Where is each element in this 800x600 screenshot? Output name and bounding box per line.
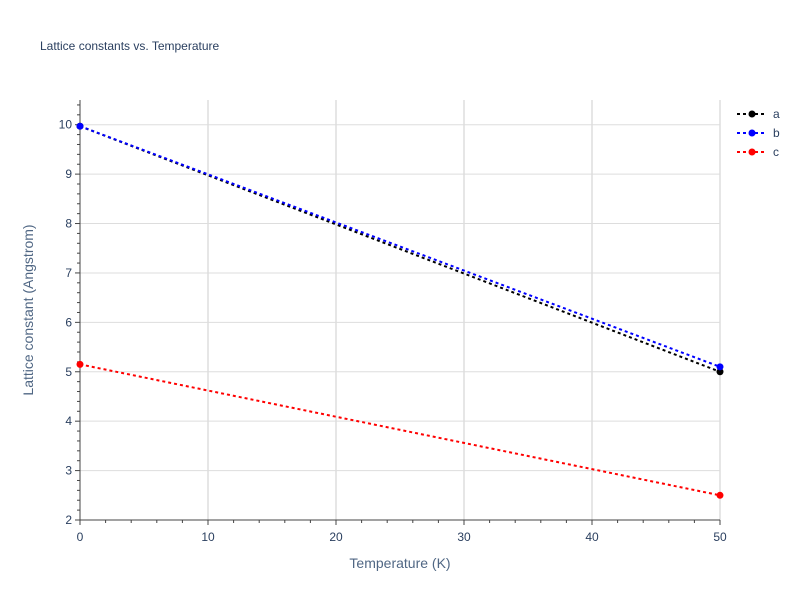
x-tick-label: 20 xyxy=(329,530,343,544)
legend-item-a[interactable]: a xyxy=(737,107,780,121)
x-tick-label: 0 xyxy=(77,530,84,544)
series-line-c xyxy=(79,363,721,497)
y-tick-label: 7 xyxy=(65,266,72,280)
data-point-c xyxy=(716,491,724,499)
data-point-b xyxy=(716,363,724,371)
x-tick-label: 40 xyxy=(585,530,599,544)
legend-item-c[interactable]: c xyxy=(737,145,779,159)
y-tick-label: 2 xyxy=(65,513,72,527)
legend-label-c: c xyxy=(773,145,779,159)
series-layer xyxy=(76,122,724,499)
y-tick-label: 10 xyxy=(59,118,73,132)
legend-marker-a xyxy=(748,110,756,118)
legend-item-b[interactable]: b xyxy=(737,126,780,140)
y-axis-title: Lattice constant (Angstrom) xyxy=(20,224,36,395)
data-point-c xyxy=(76,360,84,368)
legend-label-b: b xyxy=(773,126,780,140)
y-tick-label: 8 xyxy=(65,217,72,231)
data-point-a xyxy=(716,368,724,376)
data-point-b xyxy=(76,122,84,130)
x-tick-label: 30 xyxy=(457,530,471,544)
legend-label-a: a xyxy=(773,107,780,121)
legend[interactable]: abc xyxy=(737,107,780,159)
legend-marker-b xyxy=(748,129,756,137)
chart-title: Lattice constants vs. Temperature xyxy=(40,39,220,53)
series-line-b xyxy=(79,125,721,368)
x-tick-label: 50 xyxy=(713,530,727,544)
x-axis-title: Temperature (K) xyxy=(349,555,450,571)
x-tick-label: 10 xyxy=(201,530,215,544)
y-tick-label: 5 xyxy=(65,365,72,379)
legend-marker-c xyxy=(748,148,756,156)
y-tick-label: 9 xyxy=(65,167,72,181)
axes: 0 10 20 30 40 50 2 3 4 5 6 7 8 9 10 xyxy=(59,100,727,544)
y-tick-label: 6 xyxy=(65,315,72,329)
y-tick-label: 4 xyxy=(65,414,72,428)
y-tick-label: 3 xyxy=(65,464,72,478)
